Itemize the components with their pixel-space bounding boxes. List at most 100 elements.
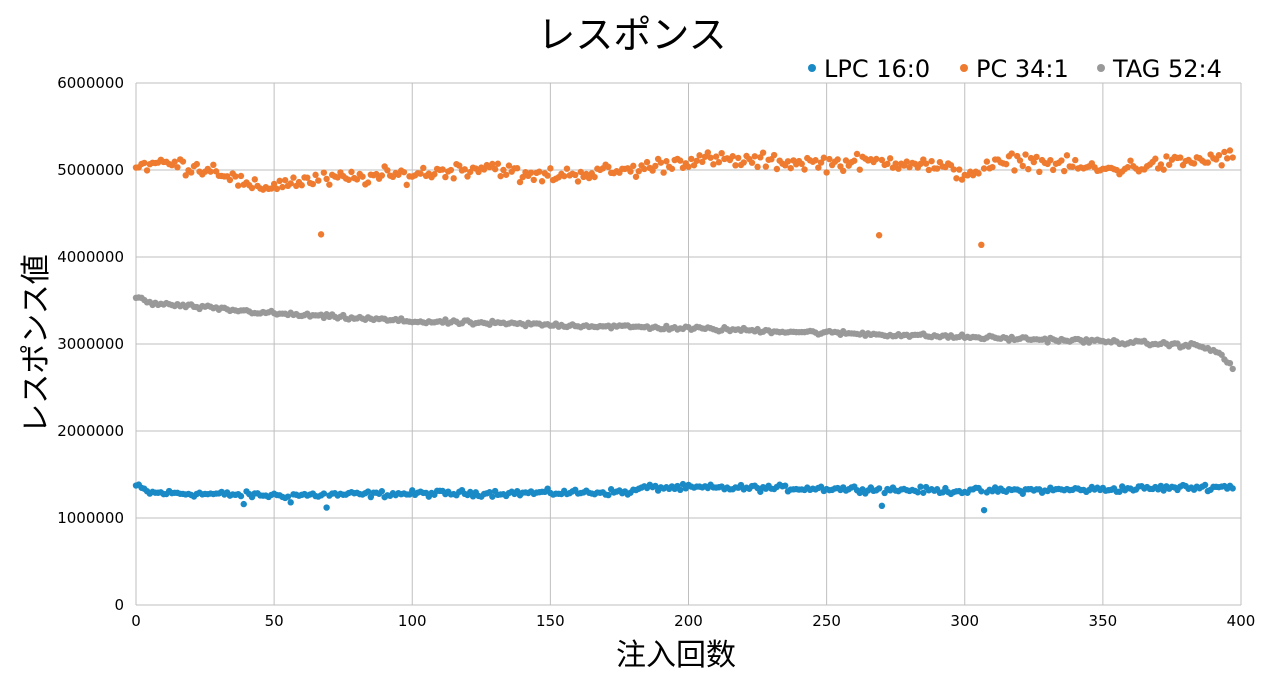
data-point	[1061, 167, 1068, 175]
data-point	[298, 182, 305, 189]
data-point	[500, 166, 507, 174]
data-point	[1116, 488, 1123, 495]
data-point	[400, 168, 408, 176]
data-point	[740, 159, 747, 166]
data-point	[812, 157, 819, 164]
data-point	[226, 176, 234, 184]
data-point	[757, 488, 764, 495]
data-point	[1190, 160, 1198, 167]
data-point	[1157, 161, 1165, 168]
data-point	[514, 165, 521, 172]
data-point	[431, 171, 438, 178]
series-1	[132, 147, 1236, 249]
data-point	[715, 159, 723, 166]
series-0	[132, 480, 1236, 514]
legend-marker-lpc	[808, 64, 816, 72]
data-point	[174, 164, 181, 171]
data-point	[364, 488, 372, 495]
data-point	[420, 164, 427, 172]
x-tick-label: 250	[812, 612, 841, 630]
data-point	[699, 158, 706, 166]
data-point	[757, 154, 764, 161]
data-point	[359, 173, 366, 180]
data-point	[652, 482, 659, 490]
data-point	[450, 175, 457, 182]
data-point	[403, 181, 410, 189]
x-tick-label: 350	[1089, 612, 1118, 630]
data-point	[685, 163, 692, 170]
data-point	[1008, 150, 1015, 157]
data-point	[1025, 165, 1032, 173]
x-axis-ticks: 0 50 100 150 200 250 300 350 400	[131, 612, 1255, 630]
data-point	[312, 171, 319, 179]
data-point	[489, 493, 496, 500]
data-point	[718, 149, 725, 157]
data-point	[1019, 162, 1026, 170]
data-point	[712, 153, 720, 160]
data-point	[851, 157, 858, 164]
data-point	[348, 168, 355, 176]
data-point	[1036, 168, 1043, 176]
data-point	[1157, 482, 1165, 490]
chart-title: レスポンス	[537, 13, 726, 57]
data-point	[1226, 147, 1234, 154]
data-point	[287, 180, 294, 187]
data-point	[826, 155, 833, 163]
data-point	[290, 174, 297, 181]
data-point	[232, 173, 239, 180]
data-point	[304, 174, 311, 181]
data-point	[353, 176, 361, 183]
data-point	[781, 482, 789, 489]
data-point	[235, 182, 242, 189]
x-tick-label: 300	[950, 612, 979, 630]
data-point	[922, 160, 930, 167]
data-point	[643, 158, 651, 166]
data-point	[735, 154, 742, 162]
data-points	[132, 147, 1236, 514]
y-tick-label: 6000000	[57, 74, 124, 92]
x-tick-label: 100	[398, 612, 427, 630]
data-point	[853, 150, 861, 158]
data-point	[1030, 158, 1038, 166]
data-point	[574, 178, 582, 185]
data-point	[641, 165, 648, 173]
data-point	[494, 160, 502, 167]
series-2	[132, 294, 1236, 373]
y-tick-label: 1000000	[57, 509, 124, 527]
data-point	[1022, 151, 1029, 158]
data-point	[663, 158, 670, 165]
data-point	[635, 168, 642, 175]
data-point	[505, 162, 513, 169]
data-point	[801, 166, 808, 173]
data-point	[649, 167, 656, 174]
data-point	[958, 176, 966, 183]
data-point	[284, 493, 292, 500]
data-point	[563, 165, 571, 172]
data-point	[544, 172, 551, 179]
data-point	[1124, 164, 1131, 171]
data-point	[287, 499, 294, 506]
data-point	[748, 159, 756, 166]
data-point	[1218, 162, 1225, 169]
data-point	[950, 166, 957, 173]
data-point	[516, 178, 524, 186]
data-point	[345, 176, 352, 183]
data-point	[688, 155, 695, 163]
data-point	[141, 159, 148, 167]
data-point	[842, 157, 850, 164]
legend-label-pc: PC 34:1	[976, 55, 1069, 83]
data-point	[693, 157, 700, 164]
data-point	[989, 163, 996, 171]
legend: LPC 16:0 PC 34:1 TAG 52:4	[808, 55, 1222, 83]
legend-label-tag: TAG 52:4	[1112, 55, 1222, 83]
data-point	[1226, 359, 1234, 367]
x-tick-label: 0	[131, 612, 141, 630]
y-tick-label: 3000000	[57, 335, 124, 353]
data-point	[489, 160, 496, 168]
data-point	[751, 153, 758, 160]
x-tick-label: 50	[265, 612, 284, 630]
data-point	[1201, 481, 1209, 489]
data-point	[276, 177, 283, 185]
data-point	[536, 168, 543, 175]
